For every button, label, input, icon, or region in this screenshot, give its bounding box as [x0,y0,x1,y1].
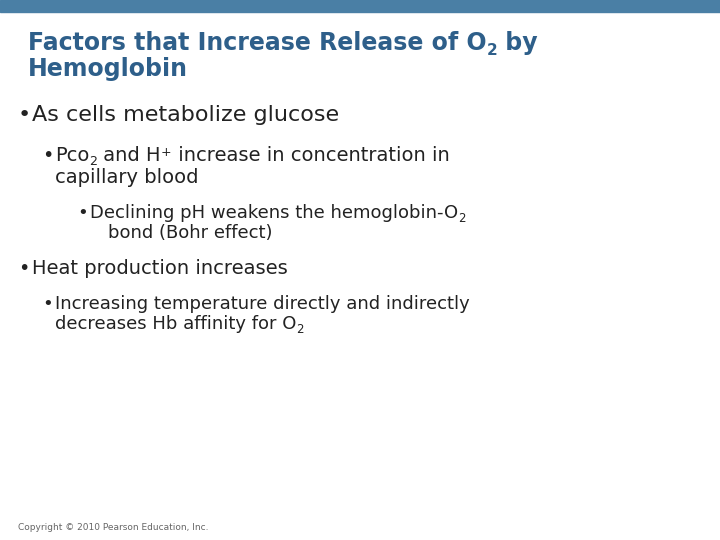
Text: by: by [498,31,538,55]
Text: •: • [18,105,31,125]
Text: 2: 2 [89,155,97,168]
Text: 2: 2 [487,43,498,58]
Text: capillary blood: capillary blood [55,168,199,187]
Text: decreases Hb affinity for O: decreases Hb affinity for O [55,315,297,333]
Text: Pco: Pco [55,146,89,165]
Bar [0,0,720,12]
Text: 2: 2 [297,323,304,336]
Text: •: • [42,295,53,313]
Text: •: • [77,204,88,222]
Text: Increasing temperature directly and indirectly: Increasing temperature directly and indi… [55,295,469,313]
Text: +: + [161,146,171,159]
Text: Heat production increases: Heat production increases [32,259,288,278]
Text: increase in concentration in: increase in concentration in [171,146,449,165]
Text: and H: and H [97,146,161,165]
Text: •: • [18,259,30,278]
Text: Hemoglobin: Hemoglobin [28,57,188,81]
Text: bond (Bohr effect): bond (Bohr effect) [108,224,272,242]
Text: Copyright © 2010 Pearson Education, Inc.: Copyright © 2010 Pearson Education, Inc. [18,523,209,532]
Text: As cells metabolize glucose: As cells metabolize glucose [32,105,339,125]
Text: 2: 2 [458,212,466,225]
Text: •: • [42,146,53,165]
Text: Declining pH weakens the hemoglobin-O: Declining pH weakens the hemoglobin-O [90,204,458,222]
Text: Factors that Increase Release of O: Factors that Increase Release of O [28,31,487,55]
